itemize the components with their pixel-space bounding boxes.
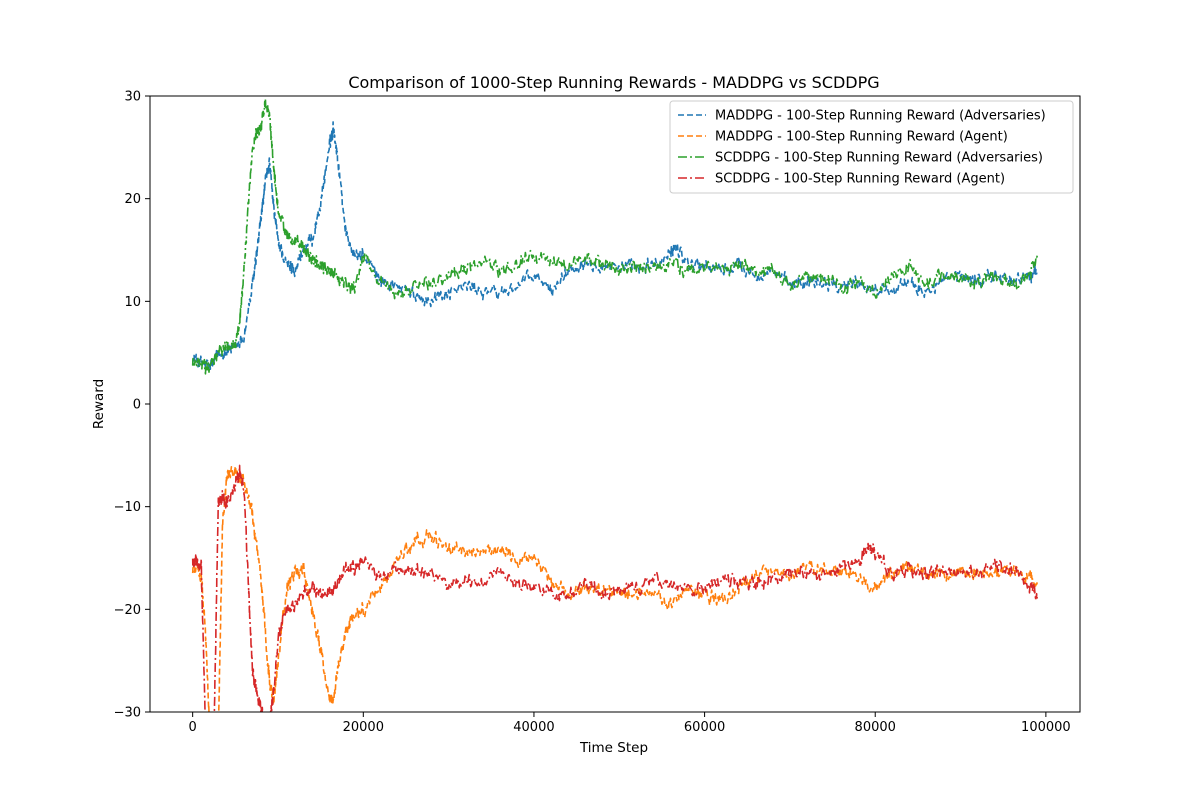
legend-entry: SCDDPG - 100-Step Running Reward (Agent) bbox=[715, 172, 1005, 187]
x-axis: 0 20000 40000 60000 80000 100000 bbox=[189, 712, 1071, 735]
x-tick-label: 40000 bbox=[513, 720, 554, 735]
x-tick-label: 0 bbox=[189, 720, 197, 735]
series-line-1 bbox=[191, 465, 1039, 712]
y-tick-label: 20 bbox=[124, 192, 141, 207]
y-tick-label: −20 bbox=[114, 603, 141, 618]
y-axis: −30 −20 −10 0 10 20 30 bbox=[114, 90, 150, 721]
y-tick-label: 0 bbox=[133, 398, 141, 413]
x-axis-label: Time Step bbox=[579, 740, 648, 756]
legend-entry: MADDPG - 100-Step Running Reward (Advers… bbox=[715, 109, 1046, 124]
series-line-3 bbox=[191, 464, 1039, 712]
x-tick-label: 80000 bbox=[855, 720, 896, 735]
series-line-2 bbox=[191, 97, 1039, 375]
y-tick-label: −30 bbox=[114, 706, 141, 721]
x-tick-label: 60000 bbox=[684, 720, 725, 735]
legend-box bbox=[669, 100, 1074, 194]
series-line-0 bbox=[191, 121, 1038, 370]
legend-entry: SCDDPG - 100-Step Running Reward (Advers… bbox=[715, 151, 1043, 166]
legend: MADDPG - 100-Step Running Reward (Advers… bbox=[669, 100, 1074, 194]
x-tick-label: 20000 bbox=[343, 720, 384, 735]
y-tick-label: −10 bbox=[114, 500, 141, 515]
legend-entry: MADDPG - 100-Step Running Reward (Agent) bbox=[715, 130, 1008, 145]
series-layer bbox=[191, 97, 1039, 712]
y-tick-label: 10 bbox=[124, 295, 141, 310]
chart-title: Comparison of 1000-Step Running Rewards … bbox=[348, 73, 879, 92]
y-tick-label: 30 bbox=[124, 90, 141, 105]
x-tick-label: 100000 bbox=[1021, 720, 1071, 735]
y-axis-label: Reward bbox=[91, 379, 107, 429]
